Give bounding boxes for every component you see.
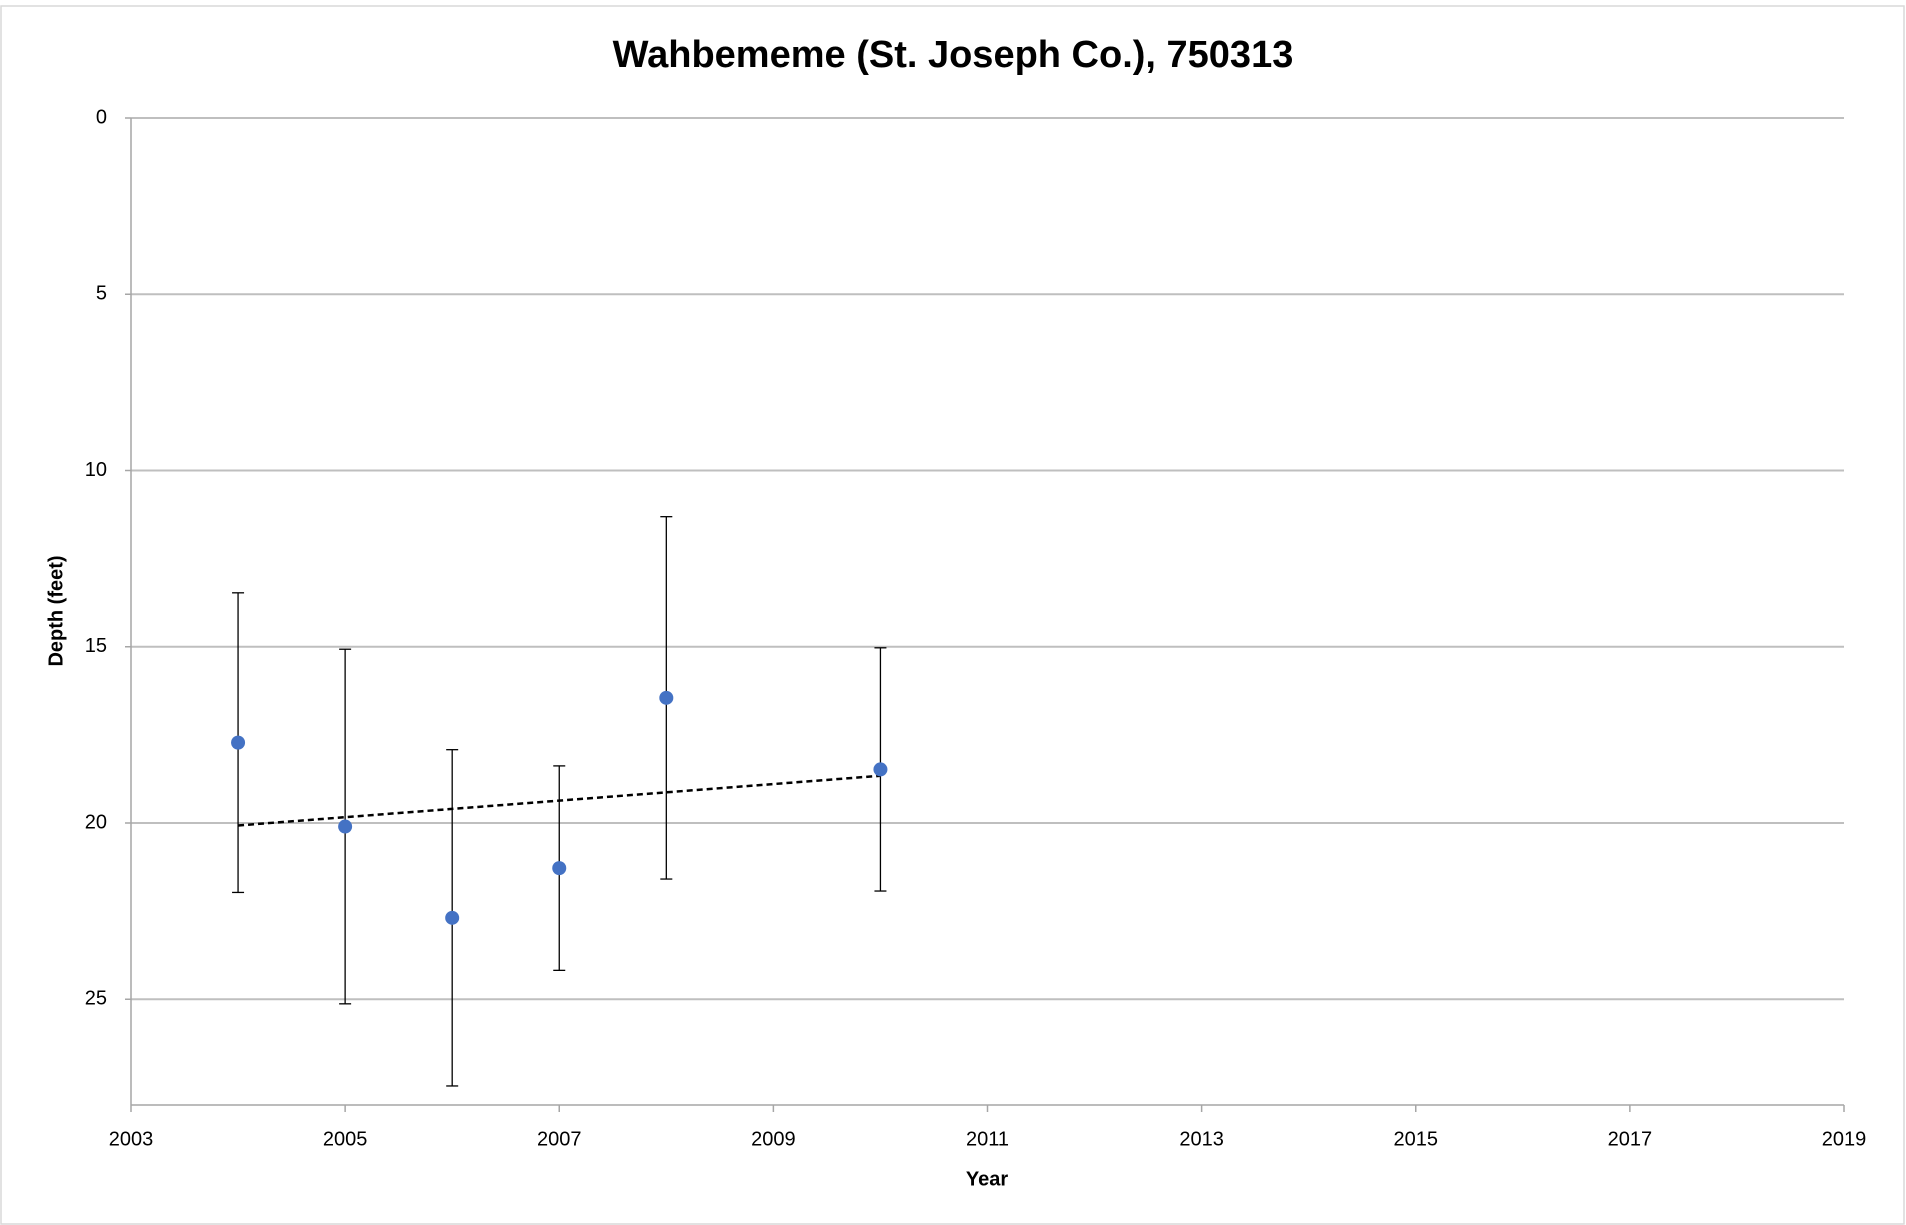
x-tick-label: 2015: [1394, 1128, 1439, 1150]
x-axis-title: Year: [966, 1168, 1008, 1190]
y-tick-label: 10: [85, 459, 107, 481]
x-tick-label: 2009: [751, 1128, 796, 1150]
x-tick-label: 2003: [109, 1128, 154, 1150]
x-tick-label: 2017: [1608, 1128, 1653, 1150]
x-tick-label: 2019: [1822, 1128, 1867, 1150]
y-axis-title: Depth (feet): [45, 555, 67, 666]
y-tick-label: 20: [85, 811, 107, 833]
point: [659, 690, 674, 705]
point: [338, 819, 353, 834]
x-tick-label: 2013: [1179, 1128, 1224, 1150]
point: [552, 861, 567, 876]
point: [873, 762, 888, 777]
y-tick-label: 25: [85, 988, 107, 1010]
chart-title: Wahbememe (St. Joseph Co.), 750313: [613, 34, 1294, 76]
chart-border: [0, 5, 1905, 1225]
x-tick-label: 2007: [537, 1128, 582, 1150]
y-tick-label: 0: [96, 106, 107, 128]
y-tick-label: 5: [96, 283, 107, 305]
point: [445, 910, 460, 925]
x-tick-label: 2005: [323, 1128, 368, 1150]
point: [231, 735, 246, 750]
x-tick-label: 2011: [966, 1128, 1009, 1150]
y-tick-label: 15: [85, 635, 107, 657]
